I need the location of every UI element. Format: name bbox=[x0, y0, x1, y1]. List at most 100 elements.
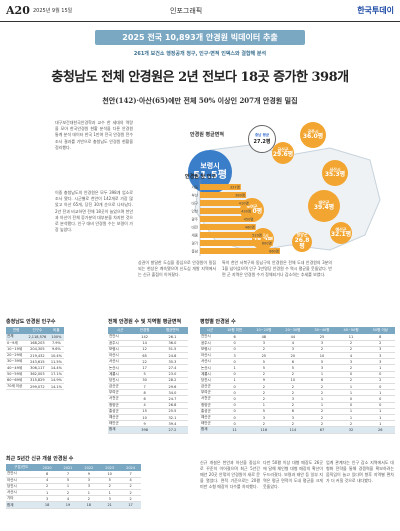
table-row: 70세 이상 299,072 14.1% bbox=[6, 383, 64, 391]
chart-bar bbox=[200, 240, 273, 246]
table-cell: 5 bbox=[249, 364, 279, 372]
table-cell: 0 bbox=[365, 395, 395, 403]
table-cell: 3 bbox=[36, 495, 58, 503]
table-row: 당진시 2 1 3 2 2 bbox=[6, 483, 141, 491]
table-cell: 2 bbox=[307, 420, 337, 428]
table-cell: 0 bbox=[219, 358, 250, 366]
table-cell: 6 bbox=[278, 358, 308, 366]
table-cell: 0 bbox=[219, 420, 250, 428]
table-cell: 천안시 bbox=[200, 334, 220, 341]
table-cell: 태안군 bbox=[200, 420, 220, 428]
table-cell: 14 bbox=[132, 340, 157, 347]
table-cell: 청양군 bbox=[200, 402, 220, 409]
table-cell: 2 bbox=[307, 414, 337, 422]
table-cell: 100% bbox=[48, 334, 64, 341]
table-cell: 금산군 bbox=[200, 383, 220, 391]
table-cell: 홍성군 bbox=[200, 408, 220, 415]
table-cell: 2 bbox=[249, 420, 279, 428]
table-cell: 0 bbox=[219, 340, 250, 347]
chart-category-label: 세종 bbox=[192, 233, 199, 238]
subhead: 천안(142)·아산(65)에만 전체 50% 이상인 207개 안경원 밀집 bbox=[102, 96, 298, 105]
column-header: 연령 bbox=[6, 327, 26, 334]
table-cell: 논산시 bbox=[200, 364, 220, 372]
table-cell: 51.5 bbox=[156, 346, 188, 354]
title-band: 2025 전국 10,893개 안경원 빅데이터 추출 bbox=[95, 30, 305, 45]
table-cell: 142 bbox=[132, 334, 157, 341]
table-cell: 금산군 bbox=[108, 383, 133, 391]
table-cell: 5 bbox=[132, 371, 157, 378]
column-header: 2024 bbox=[120, 464, 141, 471]
table-row: 40~49세 306,117 14.4% bbox=[6, 364, 64, 372]
table-cell: 6 bbox=[307, 377, 337, 385]
table-row: 합계 18 19 18 21 17 bbox=[6, 501, 141, 509]
table-row: 금산군 0 2 2 2 1 0 bbox=[200, 383, 395, 391]
population-table: 연령 인구수 비율 전체 2,118,576 100% 0~9세 168,203 7.9% 10~… bbox=[6, 327, 64, 391]
table-cell: 2 bbox=[99, 483, 121, 491]
table-cell: 2 bbox=[336, 364, 366, 372]
chart-bar bbox=[200, 200, 250, 206]
table-cell: 0 bbox=[219, 389, 250, 397]
bubble-region-name: 청양군 bbox=[296, 232, 308, 238]
table-cell: 18 bbox=[78, 501, 100, 509]
table-cell: 6 bbox=[219, 334, 250, 341]
table-cell: 9 bbox=[249, 377, 279, 385]
article-col-2: 상권이 발달한 도심을 중심으로 안경원이 밀집되는 현상은 계속됐으며 신도심… bbox=[138, 260, 216, 278]
newspaper-logo: 한국투데이 bbox=[357, 5, 394, 15]
table-cell: 12 bbox=[132, 346, 157, 354]
table-cell: 2 bbox=[78, 495, 100, 503]
table-cell: 26 bbox=[365, 426, 395, 434]
table-cell: 0 bbox=[219, 408, 250, 415]
bottom-col-2: 다만 50평 이상 대형 매장도 26곳에 달해 체인형 대형 매장의 확산이 … bbox=[263, 460, 323, 489]
table-row: 당진시 30 28.2 bbox=[108, 377, 188, 385]
table-cell: 15 bbox=[132, 408, 157, 415]
table-cell: 0 bbox=[336, 395, 366, 403]
table-cell: 1 bbox=[307, 371, 337, 378]
table-cell: 9.6% bbox=[48, 346, 64, 354]
chart-bar bbox=[200, 232, 264, 238]
article-col-1: 이중 충청남도의 안경원은 모두 398개 업소로 조사 됐다. 시군별로 천안… bbox=[55, 190, 133, 233]
population-table-title: 충청남도 안경원 인구수 bbox=[6, 319, 56, 325]
table-row: 60~69세 315,829 14.9% bbox=[6, 377, 64, 385]
table-cell: 3 bbox=[307, 340, 337, 347]
table-cell: 부여군 bbox=[108, 389, 133, 397]
table-cell: 114 bbox=[278, 426, 308, 434]
table-cell: 0 bbox=[219, 395, 250, 403]
table-cell: 2 bbox=[249, 395, 279, 403]
table-cell: 20 bbox=[278, 352, 308, 360]
table-cell: 10~19세 bbox=[6, 346, 26, 354]
column-header: 2023 bbox=[99, 464, 121, 471]
table-cell: 2 bbox=[307, 383, 337, 391]
table-cell: 4 bbox=[57, 495, 79, 503]
chart-value-label: 450명 bbox=[244, 217, 254, 222]
column-header: 40~50평 bbox=[336, 327, 366, 334]
bubble-region: 서산시 35.3평 bbox=[322, 160, 348, 186]
table-cell: 2 bbox=[336, 346, 366, 354]
table-cell: 부여군 bbox=[200, 389, 220, 397]
table-cell: 논산시 bbox=[108, 364, 133, 372]
table-row: 천안시 6 48 44 25 11 8 bbox=[200, 334, 395, 341]
chart-value-label: 337명 bbox=[230, 185, 240, 190]
column-header: 구분/연도 bbox=[6, 464, 37, 471]
table-cell: 공주시 bbox=[108, 340, 133, 347]
chart-category-label: 서울 bbox=[192, 185, 199, 190]
table-cell: 0 bbox=[219, 346, 250, 354]
table-cell: 2 bbox=[120, 495, 141, 503]
table-cell: 32 bbox=[336, 426, 366, 434]
chart-value-label: 460명 bbox=[245, 225, 255, 230]
table-cell: 22 bbox=[132, 358, 157, 366]
table-cell: 5 bbox=[99, 477, 121, 484]
table-cell: 2 bbox=[120, 489, 141, 497]
table-cell: 1 bbox=[99, 489, 121, 497]
size-class-table-title: 평형별 안경원 수 bbox=[200, 319, 236, 325]
table-cell: 1 bbox=[307, 395, 337, 403]
size-class-table-block: 평형별 안경원 수 시군 10평 미만 10~20평 20~30평 30~40평 40~5… bbox=[200, 318, 395, 434]
bubble-region-value: 35.3평 bbox=[324, 170, 346, 178]
table-row: 20~29세 219,432 10.4% bbox=[6, 352, 64, 360]
table-header-row: 연령 인구수 비율 bbox=[6, 327, 64, 334]
table-cell: 1 bbox=[365, 364, 395, 372]
table-row: 보령시 0 2 3 2 2 3 bbox=[200, 346, 395, 354]
average-badge: 충남 평균 27.2평 bbox=[248, 125, 276, 153]
table-cell: 44 bbox=[278, 334, 308, 341]
bubble-region-name: 금산군 bbox=[277, 146, 289, 152]
table-cell: 0 bbox=[219, 383, 250, 391]
